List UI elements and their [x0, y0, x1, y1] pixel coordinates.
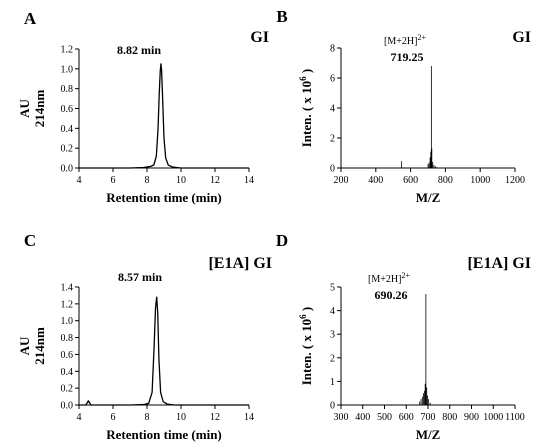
y-tick-label: 0.0 — [61, 401, 74, 412]
panel-letter: A — [24, 9, 37, 28]
y-tick-label: 0 — [330, 401, 335, 412]
ion-label-superscript: 2+ — [417, 33, 426, 42]
x-tick-label: 300 — [334, 412, 349, 423]
x-tick-label: 8 — [145, 175, 150, 186]
y-axis-title-text: Inten. ( x 10 — [299, 81, 314, 147]
x-tick-label: 4 — [77, 412, 82, 423]
y-tick-label: 2 — [330, 134, 335, 145]
y-tick-label: 1 — [330, 377, 335, 388]
x-tick-label: 900 — [464, 412, 479, 423]
y-tick-label: 0.6 — [61, 104, 74, 115]
y-axis-title: Inten. ( x 106 ) — [298, 307, 314, 386]
y-axis-title: AU — [17, 336, 32, 355]
y-tick-label: 1.2 — [61, 299, 74, 310]
x-tick-label: 1000 — [470, 175, 490, 186]
chromatogram-line — [79, 296, 249, 406]
x-axis-title: Retention time (min) — [106, 190, 222, 205]
x-tick-label: 500 — [377, 412, 392, 423]
x-tick-label: 1000 — [483, 412, 503, 423]
x-tick-label: 200 — [334, 175, 349, 186]
x-tick-label: 700 — [421, 412, 436, 423]
panel-c: C [E1A] GI 4 6 8 10 12 14 0.0 0.2 0.4 0.6 0.8 1.0 1.2 1… — [17, 231, 272, 442]
chart-title: [E1A] GI — [208, 255, 272, 272]
x-tick-label: 400 — [368, 175, 383, 186]
panel-d: D [E1A] GI 300 400 500 600 700 800 900 1000 1100 0 1… — [276, 231, 531, 442]
x-axis-title: M/Z — [416, 427, 441, 442]
peak-mz-label: 690.26 — [375, 288, 408, 302]
y-tick-label: 0.2 — [61, 144, 74, 155]
y-axis-title: Inten. ( x 106 ) — [298, 69, 314, 148]
y-tick-label: 0.6 — [61, 350, 74, 361]
chromatogram-line — [79, 63, 249, 169]
panel-letter: D — [276, 231, 288, 250]
y-tick-label: 1.4 — [61, 283, 74, 294]
ion-label-superscript: 2+ — [401, 271, 410, 280]
chart-title: GI — [512, 29, 531, 46]
x-tick-label: 800 — [442, 412, 457, 423]
ion-label: [M+2H]2+ — [384, 33, 426, 47]
x-tick-label: 1100 — [505, 412, 525, 423]
y-axis-title-text: Inten. ( x 10 — [299, 319, 314, 385]
x-tick-label: 600 — [399, 412, 414, 423]
x-tick-label: 1200 — [505, 175, 525, 186]
y-tick-label: 1.0 — [61, 316, 74, 327]
x-tick-label: 14 — [244, 412, 254, 423]
x-axis-title: M/Z — [416, 190, 441, 205]
y-axis-title: AU — [17, 99, 32, 118]
x-tick-label: 4 — [77, 175, 82, 186]
panel-letter: C — [24, 231, 36, 250]
y-axis-title-end: ) — [299, 69, 314, 77]
x-tick-label: 10 — [176, 175, 186, 186]
ion-label-text: [M+2H] — [384, 36, 417, 47]
x-tick-label: 400 — [355, 412, 370, 423]
y-tick-label: 1.0 — [61, 64, 74, 75]
y-tick-label: 6 — [330, 74, 335, 85]
y-tick-label: 4 — [330, 306, 335, 317]
y-axis-subtitle: 214nm — [32, 327, 47, 365]
y-tick-label: 8 — [330, 44, 335, 55]
x-tick-label: 12 — [210, 412, 220, 423]
x-tick-label: 14 — [244, 175, 254, 186]
y-axis-title-end: ) — [299, 307, 314, 315]
x-tick-label: 800 — [438, 175, 453, 186]
y-axis-title-superscript: 6 — [298, 76, 308, 81]
peak-label: 8.82 min — [117, 43, 161, 57]
y-tick-label: 0.0 — [61, 164, 74, 175]
x-tick-label: 6 — [111, 412, 116, 423]
y-tick-label: 0.4 — [61, 124, 74, 135]
y-tick-label: 1.2 — [61, 45, 74, 56]
y-tick-label: 2 — [330, 353, 335, 364]
chart-title: [E1A] GI — [467, 255, 531, 272]
y-tick-label: 0.8 — [61, 333, 74, 344]
y-tick-label: 5 — [330, 283, 335, 294]
panel-letter: B — [276, 7, 287, 26]
x-tick-label: 600 — [403, 175, 418, 186]
y-axis-title-superscript: 6 — [298, 314, 308, 319]
x-axis-title: Retention time (min) — [106, 427, 222, 442]
y-tick-label: 0 — [330, 164, 335, 175]
y-tick-label: 0.8 — [61, 84, 74, 95]
x-tick-label: 10 — [176, 412, 186, 423]
peak-mz-label: 719.25 — [391, 50, 424, 64]
panel-b: B GI 200 400 600 800 1000 1200 0 2 4 6 8 M/Z Inten. ( … — [276, 7, 531, 205]
chart-title: GI — [250, 29, 269, 46]
y-tick-label: 0.4 — [61, 367, 74, 378]
y-tick-label: 3 — [330, 330, 335, 341]
ion-label: [M+2H]2+ — [368, 271, 410, 285]
panel-a: A GI 4 6 8 10 12 14 0.0 0.2 0.4 0.6 0.8 1.0 1.2 Retenti… — [17, 9, 269, 205]
x-tick-label: 8 — [145, 412, 150, 423]
peak-label: 8.57 min — [118, 270, 162, 284]
y-tick-label: 4 — [330, 104, 335, 115]
y-axis-subtitle: 214nm — [32, 90, 47, 128]
y-tick-label: 0.2 — [61, 384, 74, 395]
ion-label-text: [M+2H] — [368, 274, 401, 285]
x-tick-label: 12 — [210, 175, 220, 186]
x-tick-label: 6 — [111, 175, 116, 186]
